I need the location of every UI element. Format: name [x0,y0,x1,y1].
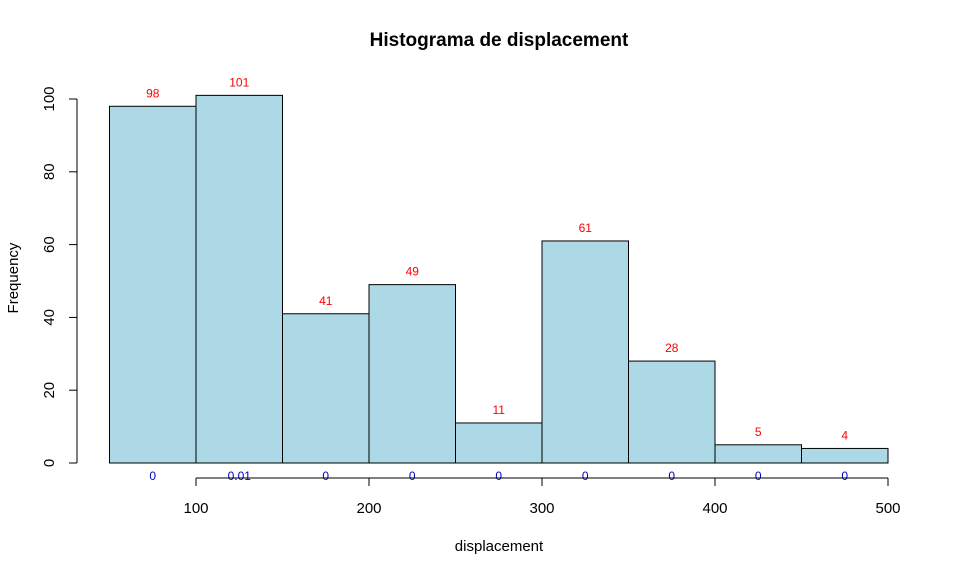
x-tick-label: 100 [183,500,208,517]
bar-count-label: 98 [146,86,160,100]
bar-count-label: 41 [319,294,333,308]
bar-count-label: 101 [229,75,249,89]
y-tick-label: 80 [41,163,58,180]
bar-count-label: 28 [665,341,679,355]
x-tick-label: 200 [356,500,381,517]
histogram-bar [455,422,543,464]
y-tick-label: 0 [41,459,58,467]
histogram-bar [628,360,716,464]
bar-density-label: 0 [149,469,156,483]
x-tick-label: 500 [875,500,900,517]
density-labels-group: 0 0.01 0 0 0 0 0 0 0 [149,469,848,483]
bar-density-label: 0 [322,469,329,483]
y-tick-label: 60 [41,236,58,253]
bar-density-label: 0 [582,469,589,483]
x-axis: 100 200 300 400 500 [183,477,901,517]
bar-density-label: 0.01 [228,469,252,483]
histogram-bar [109,105,197,464]
count-labels-group: 98 101 41 49 11 61 28 5 4 [146,75,848,442]
histogram-bar [714,444,802,464]
histogram-bar [282,313,370,464]
histogram-bar [368,284,456,464]
bar-count-label: 11 [493,403,506,417]
bar-count-label: 61 [579,221,593,235]
y-tick-label: 20 [41,382,58,399]
bar-count-label: 49 [406,265,420,279]
bar-density-label: 0 [668,469,675,483]
bar-density-label: 0 [409,469,416,483]
histogram-bar [195,94,283,464]
histogram-bar [541,240,629,464]
bar-count-label: 4 [841,428,848,442]
bar-count-label: 5 [755,425,762,439]
chart-title: Histograma de displacement [370,30,629,51]
bars-group [109,94,889,464]
bar-density-label: 0 [755,469,762,483]
y-axis-label: Frequency [5,242,22,313]
x-tick-label: 400 [702,500,727,517]
bar-density-label: 0 [841,469,848,483]
y-axis: 0 20 40 60 80 100 [41,86,78,467]
histogram-bar [801,447,889,464]
bar-density-label: 0 [495,469,502,483]
y-tick-label: 40 [41,309,58,326]
x-axis-label: displacement [455,538,544,555]
x-tick-label: 300 [529,500,554,517]
y-tick-label: 100 [41,86,58,111]
